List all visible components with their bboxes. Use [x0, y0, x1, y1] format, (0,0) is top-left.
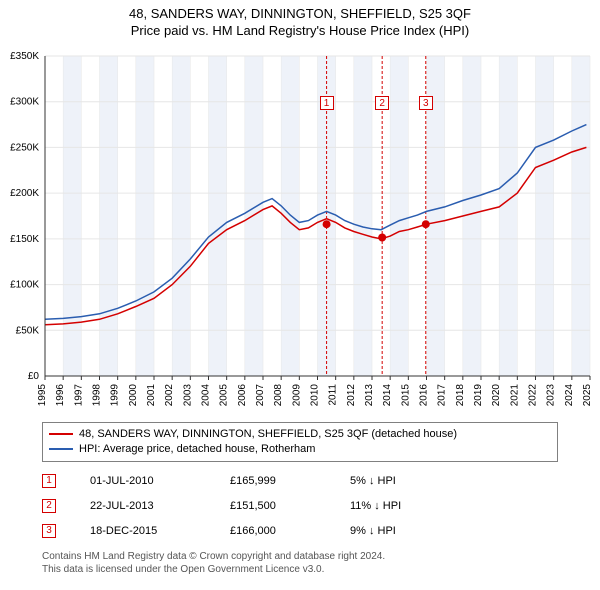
svg-text:2016: 2016 [419, 384, 430, 407]
svg-text:1997: 1997 [73, 384, 84, 407]
svg-text:£300K: £300K [10, 97, 39, 108]
svg-text:2023: 2023 [546, 384, 557, 407]
svg-text:2012: 2012 [346, 384, 357, 407]
event-marker-1: 1 [320, 96, 334, 110]
events-table: 1 01-JUL-2010£165,9995% ↓ HPI 2 22-JUL-2013… [42, 468, 558, 543]
svg-text:2014: 2014 [382, 384, 393, 407]
svg-text:2001: 2001 [146, 384, 157, 407]
legend-row-1: HPI: Average price, detached house, Roth… [49, 442, 551, 457]
svg-text:£100K: £100K [10, 280, 39, 291]
svg-text:2013: 2013 [364, 384, 375, 407]
svg-text:2015: 2015 [400, 384, 411, 407]
event-row-2: 2 22-JUL-2013£151,50011% ↓ HPI [42, 493, 558, 518]
event-marker-3: 3 [419, 96, 433, 110]
svg-text:2017: 2017 [437, 384, 448, 407]
event-marker-box: 2 [42, 499, 56, 513]
svg-text:2009: 2009 [291, 384, 302, 407]
event-row-1: 1 01-JUL-2010£165,9995% ↓ HPI [42, 468, 558, 493]
event-pct: 9% ↓ HPI [350, 525, 530, 537]
svg-text:2019: 2019 [473, 384, 484, 407]
footer-attribution: Contains HM Land Registry data © Crown c… [42, 550, 558, 576]
svg-text:£50K: £50K [16, 325, 40, 336]
svg-text:1995: 1995 [37, 384, 48, 407]
event-pct: 5% ↓ HPI [350, 475, 530, 487]
svg-text:£0: £0 [28, 371, 40, 382]
svg-text:2003: 2003 [182, 384, 193, 407]
event-date: 22-JUL-2013 [90, 500, 230, 512]
event-row-3: 3 18-DEC-2015£166,0009% ↓ HPI [42, 518, 558, 543]
svg-text:2004: 2004 [201, 384, 212, 407]
event-marker-2: 2 [375, 96, 389, 110]
svg-text:£350K: £350K [10, 51, 39, 62]
title-line-2: Price paid vs. HM Land Registry's House … [0, 23, 600, 38]
svg-text:2002: 2002 [164, 384, 175, 407]
legend-swatch [49, 433, 73, 435]
svg-text:2022: 2022 [528, 384, 539, 407]
svg-text:1996: 1996 [55, 384, 66, 407]
event-date: 18-DEC-2015 [90, 525, 230, 537]
svg-text:2005: 2005 [219, 384, 230, 407]
chart-title-block: 48, SANDERS WAY, DINNINGTON, SHEFFIELD, … [0, 0, 600, 38]
svg-text:2011: 2011 [328, 384, 339, 406]
line-chart-svg: £0 £50K £100K £150K £200K £250K £300K £350K 1995… [0, 46, 600, 416]
svg-text:2020: 2020 [491, 384, 502, 407]
svg-text:£200K: £200K [10, 188, 39, 199]
event-pct: 11% ↓ HPI [350, 500, 530, 512]
svg-text:2018: 2018 [455, 384, 466, 407]
svg-text:£250K: £250K [10, 142, 39, 153]
svg-text:2025: 2025 [582, 384, 593, 407]
svg-text:£150K: £150K [10, 234, 39, 245]
title-line-1: 48, SANDERS WAY, DINNINGTON, SHEFFIELD, … [0, 6, 600, 21]
legend-box: 48, SANDERS WAY, DINNINGTON, SHEFFIELD, … [42, 422, 558, 462]
event-date: 01-JUL-2010 [90, 475, 230, 487]
event-marker-box: 3 [42, 524, 56, 538]
svg-text:2006: 2006 [237, 384, 248, 407]
svg-text:2008: 2008 [273, 384, 284, 407]
svg-text:1998: 1998 [92, 384, 103, 407]
event-price: £166,000 [230, 525, 350, 537]
chart-area: £0 £50K £100K £150K £200K £250K £300K £350K 1995… [0, 46, 600, 416]
footer-line-1: Contains HM Land Registry data © Crown c… [42, 550, 558, 563]
svg-text:2000: 2000 [128, 384, 139, 407]
legend-label: HPI: Average price, detached house, Roth… [79, 442, 315, 457]
legend-label: 48, SANDERS WAY, DINNINGTON, SHEFFIELD, … [79, 427, 457, 442]
footer-line-2: This data is licensed under the Open Gov… [42, 563, 558, 576]
svg-text:2021: 2021 [509, 384, 520, 407]
svg-text:2024: 2024 [564, 384, 575, 407]
legend-swatch [49, 448, 73, 450]
event-price: £165,999 [230, 475, 350, 487]
legend-row-0: 48, SANDERS WAY, DINNINGTON, SHEFFIELD, … [49, 427, 551, 442]
svg-text:2010: 2010 [310, 384, 321, 407]
event-price: £151,500 [230, 500, 350, 512]
event-marker-box: 1 [42, 474, 56, 488]
svg-text:2007: 2007 [255, 384, 266, 407]
svg-text:1999: 1999 [110, 384, 121, 407]
